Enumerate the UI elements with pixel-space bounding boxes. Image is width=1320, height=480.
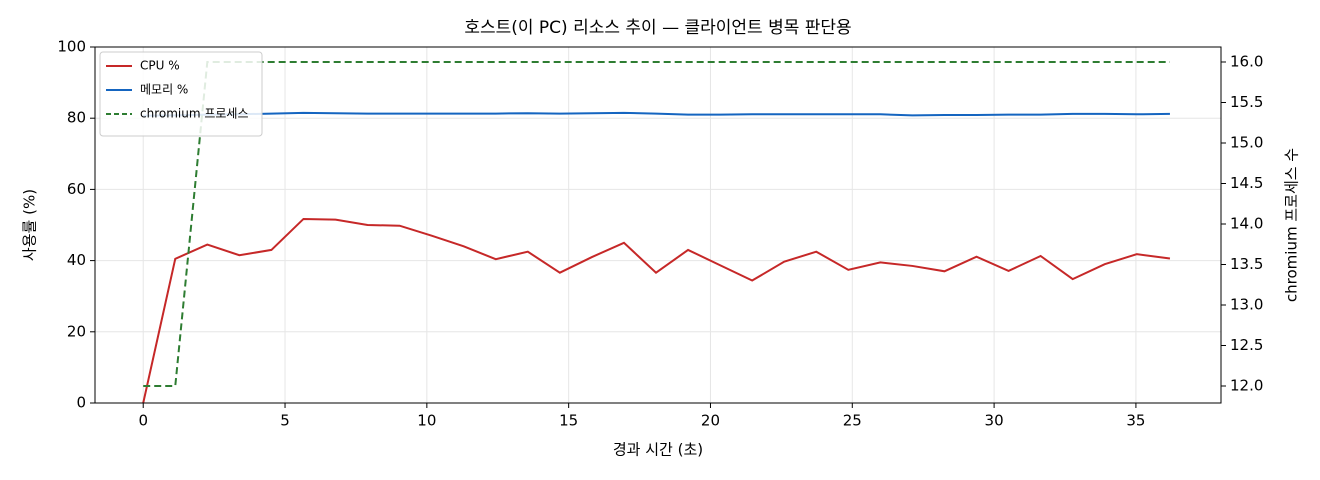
x-tick-label: 0 bbox=[138, 412, 148, 430]
y-tick-label: 20 bbox=[67, 322, 86, 340]
y2-tick-label: 15.0 bbox=[1230, 133, 1263, 151]
series-line bbox=[142, 217, 1171, 404]
x-tick-label: 30 bbox=[985, 412, 1004, 430]
legend-box bbox=[99, 51, 263, 137]
chart-title: 호스트(이 PC) 리소스 추이 — 클라이언트 병목 판단용 bbox=[464, 18, 851, 38]
y2-tick-label: 15.5 bbox=[1230, 93, 1263, 111]
y2-tick-label: 14.5 bbox=[1230, 174, 1263, 192]
x-tick-label: 10 bbox=[417, 412, 436, 430]
y-tick-label: 0 bbox=[76, 394, 86, 412]
plot-frame bbox=[94, 46, 1222, 404]
y-tick-label: 80 bbox=[67, 109, 86, 127]
y2-axis-label: chromium 프로세스 수 bbox=[1283, 148, 1301, 302]
legend-label: CPU % bbox=[140, 59, 180, 73]
x-axis-label: 경과 시간 (초) bbox=[613, 441, 703, 459]
y2-tick-label: 16.0 bbox=[1230, 52, 1263, 70]
y-tick-label: 40 bbox=[67, 251, 86, 269]
series-line bbox=[143, 60, 1170, 387]
y2-tick-label: 12.0 bbox=[1230, 376, 1263, 394]
y2-tick-label: 12.5 bbox=[1230, 336, 1263, 354]
y-axis-label: 사용률 (%) bbox=[21, 189, 39, 261]
y2-tick-label: 14.0 bbox=[1230, 214, 1263, 232]
y-tick-label: 100 bbox=[57, 38, 86, 56]
y2-tick-label: 13.5 bbox=[1230, 255, 1263, 273]
x-tick-label: 5 bbox=[280, 412, 290, 430]
x-tick-label: 35 bbox=[1126, 412, 1145, 430]
legend-label: 메모리 % bbox=[140, 83, 188, 97]
series-line bbox=[143, 111, 1170, 117]
y2-tick-label: 13.0 bbox=[1230, 295, 1263, 313]
x-tick-label: 20 bbox=[701, 412, 720, 430]
x-tick-label: 15 bbox=[559, 412, 578, 430]
legend-label: chromium 프로세스 bbox=[140, 107, 249, 121]
y-tick-label: 60 bbox=[67, 180, 86, 198]
x-tick-label: 25 bbox=[843, 412, 862, 430]
